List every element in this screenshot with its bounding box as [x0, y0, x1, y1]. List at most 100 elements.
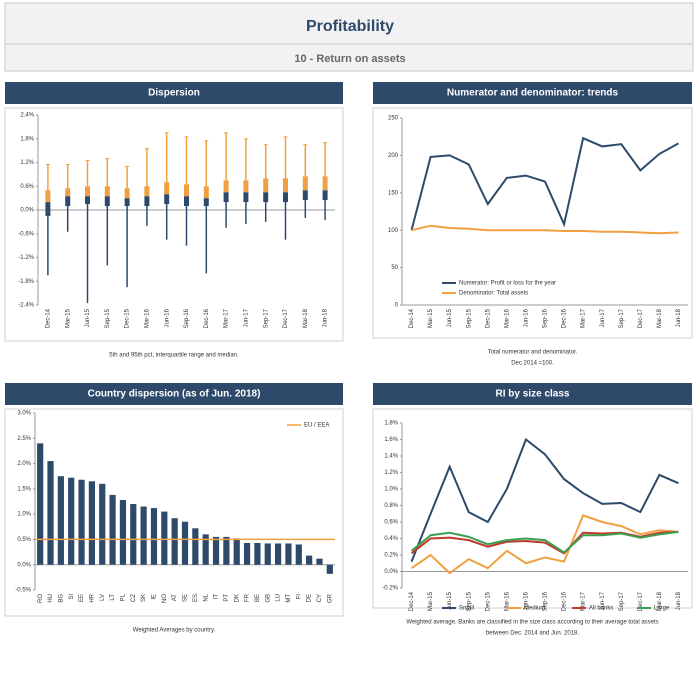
- line: [410, 514, 679, 575]
- legend-label: Medium: [524, 606, 545, 612]
- x-tick-label: Jun-17: [600, 308, 606, 327]
- box-lower: [243, 192, 249, 203]
- box-lower: [184, 196, 189, 207]
- x-tick-label: LT: [110, 594, 116, 601]
- y-tick-label: 1.4%: [384, 454, 398, 460]
- y-tick-label: 0.8%: [384, 503, 398, 509]
- x-tick-label: GB: [265, 594, 271, 603]
- y-tick-label: 0.0%: [384, 569, 398, 575]
- x-tick-label: Mar-17: [581, 308, 587, 328]
- y-tick-label: -0.2%: [382, 586, 398, 592]
- x-tick-label: Dec-17: [638, 308, 644, 328]
- x-tick-label: Dec-15: [485, 308, 491, 328]
- plot-frame: [4, 107, 344, 342]
- box-upper: [104, 186, 110, 197]
- panel-header: [5, 82, 343, 104]
- x-tick-label: HU: [48, 594, 54, 603]
- box-lower: [263, 192, 269, 203]
- line: [410, 530, 679, 554]
- bar: [37, 443, 44, 565]
- y-tick-label: -1.8%: [18, 279, 34, 285]
- x-tick-label: PT: [224, 594, 230, 602]
- box-upper: [164, 182, 170, 195]
- y-tick-label: 50: [391, 265, 398, 271]
- y-tick-label: 1.0%: [384, 487, 398, 493]
- x-tick-label: Sep-16: [543, 308, 549, 328]
- y-tick-label: -0.6%: [18, 231, 34, 237]
- y-tick-label: 200: [388, 153, 399, 159]
- bar: [119, 499, 127, 565]
- x-tick-label: Sep-15: [105, 308, 111, 328]
- x-tick-label: Jun-18: [676, 591, 682, 610]
- x-tick-label: LV: [100, 594, 106, 601]
- x-tick-label: DE: [307, 594, 313, 602]
- page-subtitle: 10 - Return on assets: [294, 53, 405, 65]
- x-tick-label: Mar-17: [581, 591, 587, 611]
- x-tick-label: Dec-14: [409, 591, 415, 611]
- x-tick-label: Jun-17: [600, 591, 606, 610]
- plot-frame: [372, 107, 693, 339]
- y-tick-label: 2.5%: [17, 436, 31, 442]
- y-tick-label: 100: [388, 228, 399, 234]
- x-tick-label: Jun-15: [447, 308, 453, 327]
- x-tick-label: NL: [203, 593, 209, 601]
- x-tick-label: Dec-16: [204, 308, 210, 328]
- caption: between Dec. 2014 and Jun. 2018.: [486, 631, 579, 637]
- x-tick-label: Mar-16: [504, 591, 510, 611]
- bar: [88, 481, 95, 565]
- x-tick-label: Jun-17: [243, 308, 249, 327]
- y-tick-label: 1.8%: [20, 136, 34, 142]
- x-tick-label: Dec-17: [638, 591, 644, 611]
- box-lower: [124, 198, 130, 207]
- x-tick-label: Mar-15: [428, 308, 434, 328]
- bar: [140, 506, 147, 565]
- x-tick-label: BG: [58, 594, 64, 603]
- y-tick-label: 1.6%: [384, 437, 398, 443]
- x-tick-label: BE: [255, 594, 261, 602]
- y-tick-label: 0.6%: [384, 520, 398, 526]
- box-lower: [283, 192, 288, 203]
- x-tick-label: Dec-16: [562, 591, 568, 611]
- bar: [99, 483, 106, 565]
- y-tick-label: -2.4%: [18, 303, 34, 309]
- y-tick-label: 2.4%: [20, 113, 34, 119]
- caption: 5th and 95th pct, interquartile range an…: [109, 353, 239, 359]
- x-tick-label: Sep-16: [184, 308, 190, 328]
- y-tick-label: -0.5%: [15, 588, 31, 594]
- bar: [192, 528, 199, 565]
- bar: [130, 504, 137, 565]
- y-tick-label: 0.6%: [20, 184, 34, 190]
- box-lower: [223, 192, 229, 203]
- x-tick-label: Sep-17: [619, 308, 625, 328]
- x-tick-label: LU: [276, 594, 282, 602]
- legend-label: Denominator: Total assets: [459, 291, 528, 297]
- x-tick-label: Jun-16: [164, 308, 170, 327]
- y-tick-label: -1.2%: [18, 255, 34, 261]
- x-tick-label: Dec-17: [283, 308, 289, 328]
- x-tick-label: Jun-16: [524, 308, 530, 327]
- x-tick-label: Sep-15: [466, 591, 472, 611]
- bar: [316, 558, 323, 565]
- x-tick-label: HR: [89, 593, 95, 602]
- x-tick-label: Mar-15: [65, 308, 71, 328]
- y-tick-label: 1.2%: [384, 470, 398, 476]
- header-box: [4, 2, 694, 72]
- box-upper: [65, 188, 71, 197]
- line: [410, 136, 679, 231]
- box-upper: [223, 180, 229, 193]
- bar: [202, 534, 209, 565]
- bar: [285, 543, 292, 565]
- panel-header: [373, 82, 692, 104]
- box-upper: [144, 186, 150, 197]
- legend-label: Numerator: Profit or loss for the year: [459, 281, 556, 287]
- panel-header: [373, 383, 692, 405]
- line: [411, 224, 679, 235]
- x-tick-label: CY: [317, 594, 323, 602]
- box-upper: [203, 186, 209, 199]
- y-tick-label: 0.4%: [384, 536, 398, 542]
- legend-label: Large: [654, 606, 670, 612]
- x-tick-label: RO: [38, 594, 44, 603]
- x-tick-label: GR: [327, 593, 333, 603]
- box-lower: [322, 190, 328, 201]
